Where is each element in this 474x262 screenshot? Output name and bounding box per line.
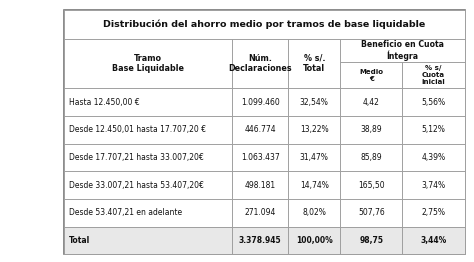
Text: 5,12%: 5,12% [421, 125, 446, 134]
Bar [340, 116, 402, 144]
Bar [288, 39, 340, 89]
Bar [288, 89, 340, 116]
Text: 1.063.437: 1.063.437 [241, 153, 280, 162]
Bar [232, 89, 288, 116]
Bar [402, 199, 465, 227]
Text: Medio
€: Medio € [359, 69, 383, 82]
Bar [402, 62, 465, 89]
Bar [64, 39, 232, 89]
Bar [232, 144, 288, 171]
Text: 271.094: 271.094 [245, 208, 276, 217]
Text: Hasta 12.450,00 €: Hasta 12.450,00 € [69, 98, 139, 107]
Text: 98,75: 98,75 [359, 236, 383, 245]
Text: Desde 33.007,21 hasta 53.407,20€: Desde 33.007,21 hasta 53.407,20€ [69, 181, 204, 190]
Bar [64, 171, 232, 199]
Text: 8,02%: 8,02% [302, 208, 326, 217]
Bar [64, 10, 465, 254]
Text: 1.099.460: 1.099.460 [241, 98, 280, 107]
Bar [64, 10, 465, 39]
Bar [64, 116, 232, 144]
Text: 5,56%: 5,56% [421, 98, 446, 107]
Text: Núm.
Declaraciones: Núm. Declaraciones [228, 54, 292, 73]
Bar [64, 144, 232, 171]
Text: 31,47%: 31,47% [300, 153, 329, 162]
Bar [402, 116, 465, 144]
Text: 32,54%: 32,54% [300, 98, 329, 107]
Bar [402, 227, 465, 254]
Bar [340, 171, 402, 199]
Text: 3.378.945: 3.378.945 [239, 236, 282, 245]
Bar [288, 199, 340, 227]
Bar [232, 116, 288, 144]
Text: Tramo
Base Liquidable: Tramo Base Liquidable [112, 54, 184, 73]
Text: Desde 12.450,01 hasta 17.707,20 €: Desde 12.450,01 hasta 17.707,20 € [69, 125, 206, 134]
Bar [340, 89, 402, 116]
Text: 4,39%: 4,39% [421, 153, 446, 162]
Bar [402, 89, 465, 116]
Bar [288, 227, 340, 254]
Bar [402, 171, 465, 199]
Bar [340, 39, 465, 62]
Bar [232, 171, 288, 199]
Text: Desde 17.707,21 hasta 33.007,20€: Desde 17.707,21 hasta 33.007,20€ [69, 153, 203, 162]
Text: 498.181: 498.181 [245, 181, 276, 190]
Text: % s/
Cuota
inicial: % s/ Cuota inicial [421, 65, 446, 85]
Bar [232, 39, 288, 89]
Text: % s/.
Total: % s/. Total [303, 54, 325, 73]
Text: Distribución del ahorro medio por tramos de base liquidable: Distribución del ahorro medio por tramos… [103, 20, 425, 29]
Text: 3,74%: 3,74% [421, 181, 446, 190]
Bar [64, 89, 232, 116]
Bar [340, 62, 402, 89]
Text: 446.774: 446.774 [245, 125, 276, 134]
Bar [340, 227, 402, 254]
Text: 100,00%: 100,00% [296, 236, 333, 245]
Bar [64, 227, 232, 254]
Text: Desde 53.407,21 en adelante: Desde 53.407,21 en adelante [69, 208, 182, 217]
Text: 85,89: 85,89 [361, 153, 382, 162]
Text: 13,22%: 13,22% [300, 125, 328, 134]
Text: 4,42: 4,42 [363, 98, 380, 107]
Text: 14,74%: 14,74% [300, 181, 329, 190]
Text: Total: Total [69, 236, 90, 245]
Bar [64, 199, 232, 227]
Bar [288, 116, 340, 144]
Bar [232, 199, 288, 227]
Bar [340, 144, 402, 171]
Text: 165,50: 165,50 [358, 181, 385, 190]
Text: 2,75%: 2,75% [421, 208, 446, 217]
Bar [402, 144, 465, 171]
Text: 507,76: 507,76 [358, 208, 385, 217]
Bar [232, 227, 288, 254]
Text: 38,89: 38,89 [361, 125, 382, 134]
Bar [288, 171, 340, 199]
Bar [340, 199, 402, 227]
Text: 3,44%: 3,44% [420, 236, 447, 245]
Text: Beneficio en Cuota
Íntegra: Beneficio en Cuota Íntegra [361, 40, 444, 61]
Bar [288, 144, 340, 171]
